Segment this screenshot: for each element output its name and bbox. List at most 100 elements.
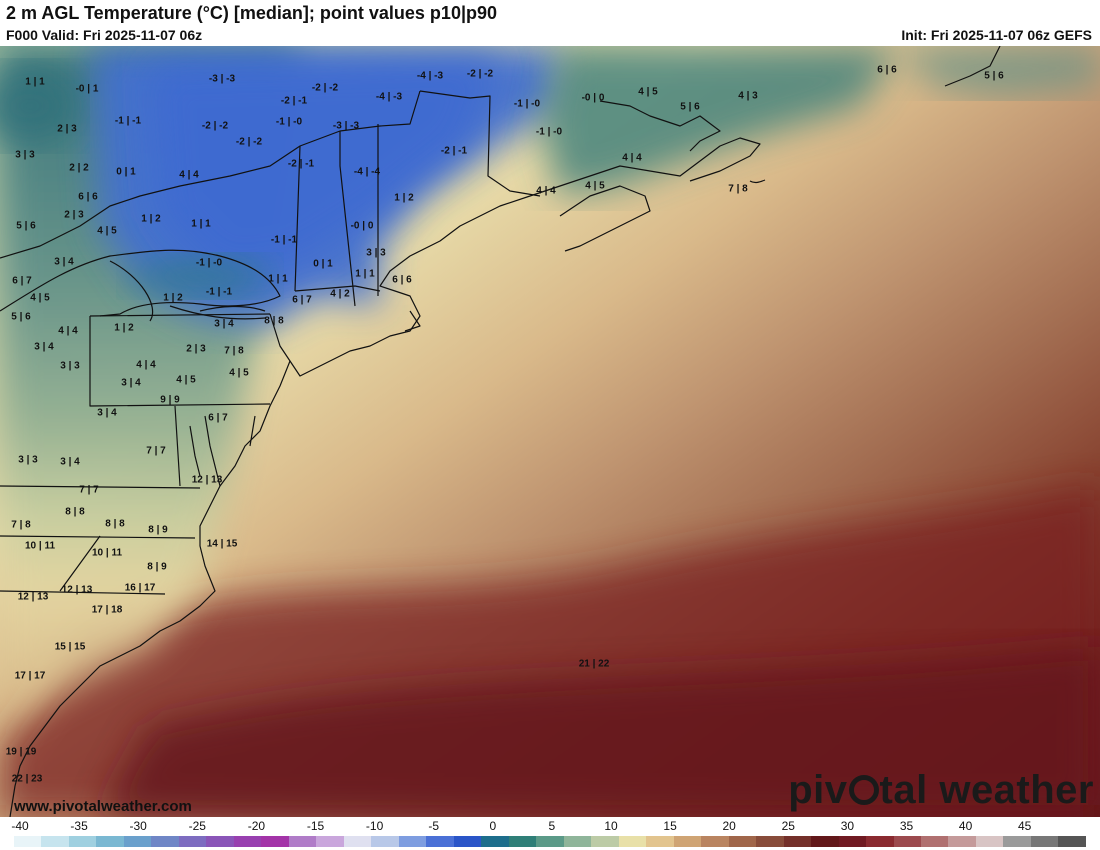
point-value-label: 14 | 15: [206, 538, 238, 550]
colorbar-swatch: [426, 836, 454, 847]
valid-time: F000 Valid: Fri 2025-11-07 06z: [6, 27, 203, 43]
colorbar-swatch: [783, 836, 812, 847]
point-value-label: -1 | -0: [195, 257, 223, 269]
colorbar-tick-label: -25: [188, 819, 206, 833]
point-value-label: -1 | -0: [513, 98, 541, 110]
colorbar-swatch: [618, 836, 647, 847]
point-value-label: 19 | 19: [5, 746, 37, 758]
point-value-label: -2 | -2: [311, 82, 339, 94]
colorbar-swatch: [68, 836, 97, 847]
point-value-label: 4 | 4: [58, 325, 78, 337]
point-value-label: 3 | 3: [60, 360, 80, 372]
point-value-label: 12 | 13: [17, 591, 49, 603]
point-value-label: 4 | 5: [638, 86, 658, 98]
colorbar-swatch: [123, 836, 152, 847]
coastlines: [0, 46, 1001, 817]
colorbar-swatch: [316, 836, 344, 847]
point-value-label: -1 | -0: [535, 126, 563, 138]
pivotal-weather-logo: piv tal weather: [788, 768, 1094, 813]
point-value-label: 1 | 2: [163, 292, 183, 304]
colorbar-tick-label: -30: [129, 819, 147, 833]
point-value-label: 4 | 4: [536, 185, 556, 197]
point-value-label: 6 | 7: [12, 275, 32, 287]
point-value-label: 8 | 9: [148, 524, 168, 536]
point-value-label: 2 | 3: [57, 123, 77, 135]
colorbar-swatch: [756, 836, 784, 847]
point-value-label: 5 | 6: [16, 220, 36, 232]
point-value-label: 2 | 2: [69, 162, 89, 174]
point-value-label: 4 | 5: [229, 367, 249, 379]
point-value-label: 10 | 11: [91, 547, 123, 559]
point-value-label: -0 | 1: [75, 83, 99, 95]
point-value-label: 8 | 8: [264, 315, 284, 327]
point-value-label: -0 | 0: [581, 92, 605, 104]
map-header: 2 m AGL Temperature (°C) [median]; point…: [0, 0, 1100, 46]
point-value-label: 3 | 4: [60, 456, 80, 468]
point-value-label: 3 | 3: [366, 247, 386, 259]
colorbar-tick-label: 30: [840, 819, 855, 833]
colorbar-tick-label: 35: [899, 819, 914, 833]
point-value-label: 3 | 4: [97, 407, 117, 419]
colorbar-tick-label: -20: [247, 819, 266, 833]
point-value-label: 4 | 5: [176, 374, 196, 386]
colorbar-swatch: [536, 836, 564, 847]
colorbar-swatch: [41, 836, 69, 847]
point-value-label: 8 | 8: [65, 506, 85, 518]
colorbar-swatch: [481, 836, 509, 847]
point-value-label: -2 | -2: [466, 68, 494, 80]
point-value-label: 15 | 15: [54, 641, 86, 653]
point-value-label: 0 | 1: [116, 166, 136, 178]
colorbar-swatch: [453, 836, 482, 847]
colorbar-swatch: [233, 836, 262, 847]
point-value-label: 1 | 1: [355, 268, 375, 280]
brand-text-left: piv: [788, 768, 848, 812]
colorbar-swatch: [14, 836, 42, 847]
colorbar-tick-label: 20: [722, 819, 736, 833]
colorbar-swatch: [591, 836, 619, 847]
point-value-label: 21 | 22: [578, 658, 610, 670]
point-value-label: 1 | 2: [114, 322, 134, 334]
colorbar-swatch: [893, 836, 921, 847]
point-value-label: 0 | 1: [313, 258, 333, 270]
point-value-label: 6 | 7: [208, 412, 228, 424]
point-value-label: -2 | -2: [235, 136, 263, 148]
point-value-label: 4 | 4: [622, 152, 642, 164]
colorbar-swatch: [343, 836, 372, 847]
point-value-label: -3 | -3: [332, 120, 360, 132]
point-value-label: 8 | 9: [147, 561, 167, 573]
point-value-label: 2 | 3: [186, 343, 206, 355]
point-value-label: 3 | 4: [121, 377, 141, 389]
point-value-label: -1 | -0: [275, 116, 303, 128]
temperature-map[interactable]: 1 | 1 -0 | 1 -3 | -3 -4 | -3 -2 | -2 -2 | -2-…: [0, 46, 1100, 817]
point-value-label: 4 | 4: [136, 359, 156, 371]
point-value-label: 17 | 18: [91, 604, 123, 616]
point-value-label: 7 | 8: [728, 183, 748, 195]
point-value-label: 7 | 7: [79, 484, 99, 496]
point-value-label: -2 | -2: [201, 120, 229, 132]
point-value-label: -4 | -3: [375, 91, 403, 103]
colorbar-tick-label: -10: [365, 819, 384, 833]
colorbar-tick-label: 5: [548, 819, 556, 833]
point-value-label: 7 | 8: [224, 345, 244, 357]
colorbar-tick-label: -40: [11, 819, 29, 833]
colorbar-swatch: [646, 836, 674, 847]
colorbar-swatch: [151, 836, 179, 847]
colorbar-swatch: [701, 836, 729, 847]
point-value-label: -4 | -3: [416, 70, 444, 82]
point-value-label: 3 | 4: [34, 341, 54, 353]
point-value-label: 5 | 6: [680, 101, 700, 113]
point-value-label: 12 | 13: [61, 584, 93, 596]
colorbar-swatch: [563, 836, 592, 847]
colorbar-swatch: [1058, 836, 1086, 847]
colorbar-ticks: -40 -35 -30 -25 -20 -15 -10 -5 0 5 10 15 20 25 30 35 40 4…: [0, 819, 1100, 833]
point-value-label: 1 | 1: [25, 76, 45, 88]
colorbar-swatch: [838, 836, 867, 847]
colorbar-tick-label: -35: [70, 819, 88, 833]
colorbar-tick-label: 25: [781, 819, 795, 833]
point-value-label: 4 | 5: [97, 225, 117, 237]
point-value-label: -1 | -1: [270, 234, 298, 246]
point-value-label: -2 | -1: [280, 95, 308, 107]
point-value-label: -2 | -1: [440, 145, 468, 157]
brand-text-right: tal weather: [879, 768, 1094, 812]
point-value-label: 8 | 8: [105, 518, 125, 530]
